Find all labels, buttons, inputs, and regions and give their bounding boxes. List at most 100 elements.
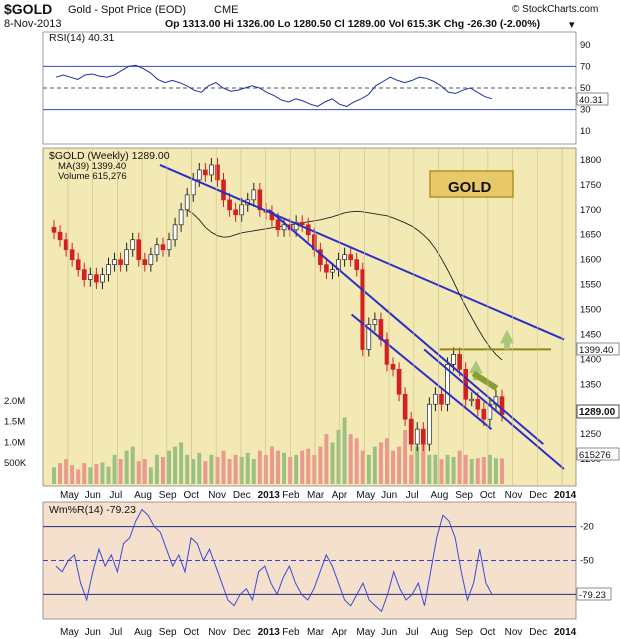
- price-tick-label: 1700: [580, 205, 601, 216]
- x-tick-label: May: [356, 490, 375, 501]
- volume-bar: [221, 450, 226, 484]
- candle-body: [221, 179, 226, 201]
- candle-body: [281, 224, 287, 231]
- price-layer: 1200125013001350140014501500155016001650…: [4, 155, 601, 484]
- x-tick-label: Dec: [233, 490, 251, 501]
- candle-body: [251, 189, 257, 201]
- price-last-label: 1289.00: [579, 407, 616, 418]
- x-tick-label: 2013: [258, 490, 281, 501]
- volume-bar: [354, 438, 359, 484]
- candle-body: [63, 239, 69, 251]
- candle-body: [106, 264, 111, 275]
- breakout-marker: [471, 370, 499, 391]
- volume-bar: [94, 464, 99, 484]
- volume-tick-label: 2.0M: [4, 396, 25, 407]
- candle-body: [445, 364, 450, 405]
- volume-bar: [366, 454, 371, 484]
- candle-body: [215, 164, 220, 181]
- volume-bar: [197, 452, 202, 484]
- candle-body: [69, 249, 75, 261]
- x-tick-label: Sep: [159, 490, 177, 501]
- x-tick-label: Oct: [480, 490, 496, 501]
- candle-body: [481, 408, 487, 420]
- williams-last-badge: [576, 587, 612, 601]
- rsi-last-label: 40.31: [579, 95, 603, 106]
- price-tick-label: 1250: [580, 429, 601, 440]
- candle-body: [142, 259, 148, 266]
- rsi-line: [55, 64, 493, 107]
- x-tick-label: Jun: [381, 627, 397, 638]
- candle-body: [136, 239, 142, 261]
- volume-bar: [269, 446, 274, 484]
- x-tick-label: Jun: [85, 627, 101, 638]
- volume-bar: [154, 454, 159, 484]
- candle-body: [112, 259, 117, 266]
- x-tick-label: Jul: [406, 627, 419, 638]
- candle-body: [354, 259, 360, 270]
- candle-body: [342, 254, 347, 261]
- rsi-title: RSI(14) 40.31: [49, 32, 115, 44]
- volume-bar: [161, 456, 165, 484]
- price-panel: [42, 147, 577, 487]
- price-tick-label: 1350: [580, 379, 601, 390]
- volume-bar: [282, 452, 287, 484]
- volume-bar: [173, 446, 178, 484]
- rsi-tick-label: 70: [580, 61, 591, 72]
- volume-bar: [185, 454, 190, 484]
- volume-tick-label: 500K: [4, 458, 27, 469]
- volume-bar: [500, 458, 504, 484]
- candle-body: [348, 254, 353, 261]
- volume-bar: [318, 446, 323, 484]
- volume-bar: [342, 417, 347, 484]
- candle-body: [275, 219, 281, 231]
- volume-bar: [58, 463, 63, 484]
- up-arrow-icon: [468, 360, 483, 381]
- candle-body: [390, 364, 396, 370]
- price-title: $GOLD (Weekly) 1289.00: [49, 150, 170, 162]
- x-tick-label: Aug: [431, 627, 449, 638]
- candle-body: [330, 269, 335, 273]
- volume-bar: [397, 446, 402, 484]
- volume-bar: [203, 461, 208, 484]
- copyright: © StockCharts.com: [512, 4, 598, 15]
- ma-last-badge: [576, 342, 620, 356]
- rsi-tick-label: 10: [580, 126, 591, 137]
- volume-bar: [463, 454, 468, 484]
- x-tick-label: Sep: [455, 627, 473, 638]
- volume-bar: [451, 456, 456, 484]
- volume-bar: [481, 456, 486, 484]
- candle-body: [360, 269, 366, 350]
- price-tick-label: 1500: [580, 305, 601, 316]
- candle-body: [457, 354, 462, 370]
- volume-bar: [263, 454, 268, 484]
- chart-dropdown-icon[interactable]: ▾: [569, 19, 575, 31]
- volume-bar: [70, 465, 75, 484]
- volume-bar: [372, 446, 377, 484]
- volume-bar: [360, 450, 365, 484]
- candle-body: [396, 368, 402, 395]
- gold-label-box: [429, 170, 514, 198]
- williams-last-label: -79.23: [579, 590, 606, 601]
- x-tick-label: Aug: [134, 627, 152, 638]
- chart-symbol: $GOLD: [4, 1, 52, 17]
- candle-body: [160, 244, 166, 251]
- volume-bar: [227, 459, 232, 484]
- rsi-tick-label: 30: [580, 105, 591, 116]
- x-tick-label: Mar: [307, 627, 325, 638]
- volume-bar: [306, 448, 311, 484]
- williams-line: [55, 508, 493, 613]
- candle-body: [148, 254, 154, 266]
- trendline: [268, 209, 544, 445]
- candle-body: [451, 354, 456, 365]
- volume-bar: [445, 454, 450, 484]
- candle-body: [57, 231, 63, 241]
- candle-body: [130, 239, 136, 251]
- volume-tick-label: 1.0M: [4, 437, 25, 448]
- gold-label: GOLD: [448, 179, 491, 196]
- candle-body: [203, 169, 208, 176]
- volume-bar: [130, 446, 135, 484]
- x-axis-layer: May Jun Jul Aug Sep Oct Nov Dec 2013 Feb Mar Apr May…: [60, 148, 577, 638]
- candle-body: [100, 274, 105, 283]
- volume-bar: [124, 450, 129, 484]
- candle-body: [324, 264, 329, 273]
